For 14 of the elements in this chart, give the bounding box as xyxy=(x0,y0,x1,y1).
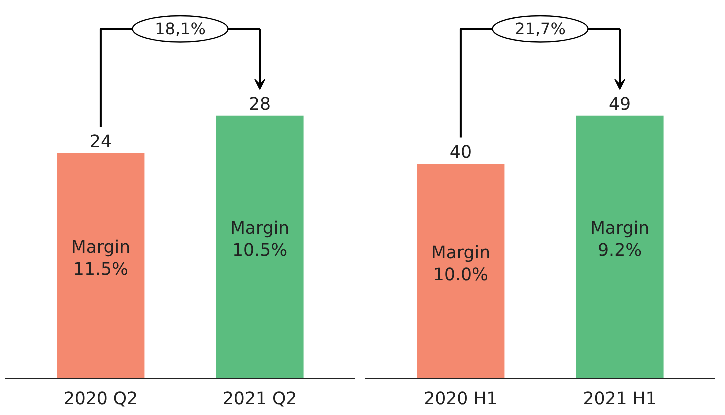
x-tick-label: 2021 H1 xyxy=(583,390,657,410)
annotation: Margin 10.0% xyxy=(431,243,491,286)
annotation: Margin 9.2% xyxy=(590,219,650,262)
annotation: Margin 10.5% xyxy=(230,219,290,262)
text: 18,1% xyxy=(155,20,206,39)
x-tick-label: 2020 H1 xyxy=(424,390,498,410)
data-label: 40 xyxy=(450,143,472,164)
data-label: 28 xyxy=(249,94,272,115)
annotation: Margin 11.5% xyxy=(71,238,131,280)
x-tick-label: 2021 Q2 xyxy=(222,390,298,410)
text: 21,7% xyxy=(515,20,566,39)
x-tick-label: 2020 Q2 xyxy=(64,390,138,410)
data-label: 24 xyxy=(90,132,112,152)
data-label: 49 xyxy=(609,94,632,115)
